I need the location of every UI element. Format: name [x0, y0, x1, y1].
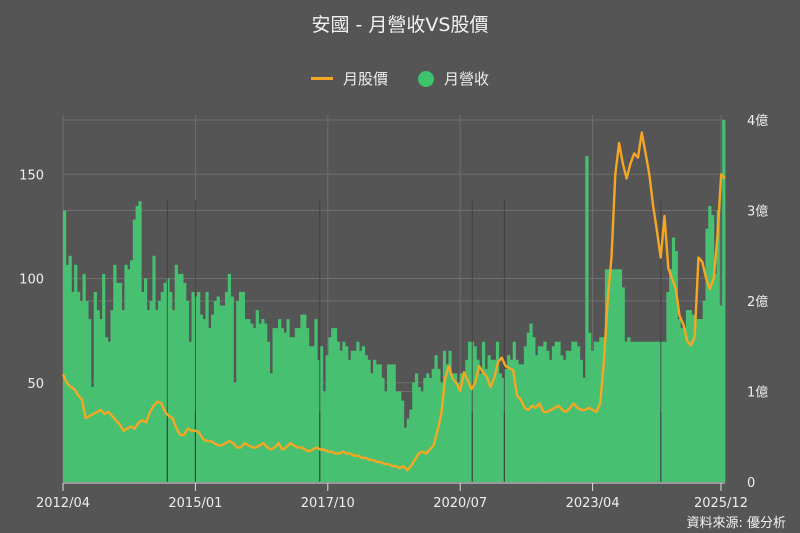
right-tick-label: 4億: [747, 113, 768, 129]
legend-item-revenue[interactable]: 月營收: [418, 68, 489, 89]
chart-title: 安國 - 月營收VS股價: [311, 14, 489, 36]
line-swatch-icon: [310, 77, 333, 80]
x-tick-label: 2015/01: [168, 496, 222, 511]
legend: 月股價 月營收: [0, 68, 800, 89]
x-tick-label: 2023/04: [566, 496, 620, 511]
x-tick-label: 2012/04: [36, 496, 90, 511]
left-tick-label: 100: [19, 273, 44, 288]
right-tick-label: 3億: [747, 204, 768, 220]
dot-swatch-icon: [418, 70, 434, 87]
data-source-note: 資料來源: 優分析: [686, 516, 786, 531]
left-tick-label: 50: [27, 377, 44, 392]
right-tick-label: 1億: [747, 385, 768, 401]
right-tick-label: 0: [747, 476, 755, 491]
x-tick-label: 2020/07: [433, 496, 487, 511]
x-tick-label: 2017/10: [301, 496, 355, 511]
axes: 2012/04 2015/01 2017/10 2020/07 2023/04 2025/…: [19, 113, 768, 511]
right-tick-label: 2億: [747, 294, 768, 310]
x-tick-label: 2025/12: [694, 496, 748, 511]
legend-item-price[interactable]: 月股價: [310, 68, 388, 89]
legend-label-revenue: 月營收: [444, 70, 490, 88]
price-line: [61, 131, 726, 472]
left-tick-label: 150: [19, 168, 44, 183]
legend-label-price: 月股價: [342, 70, 388, 88]
